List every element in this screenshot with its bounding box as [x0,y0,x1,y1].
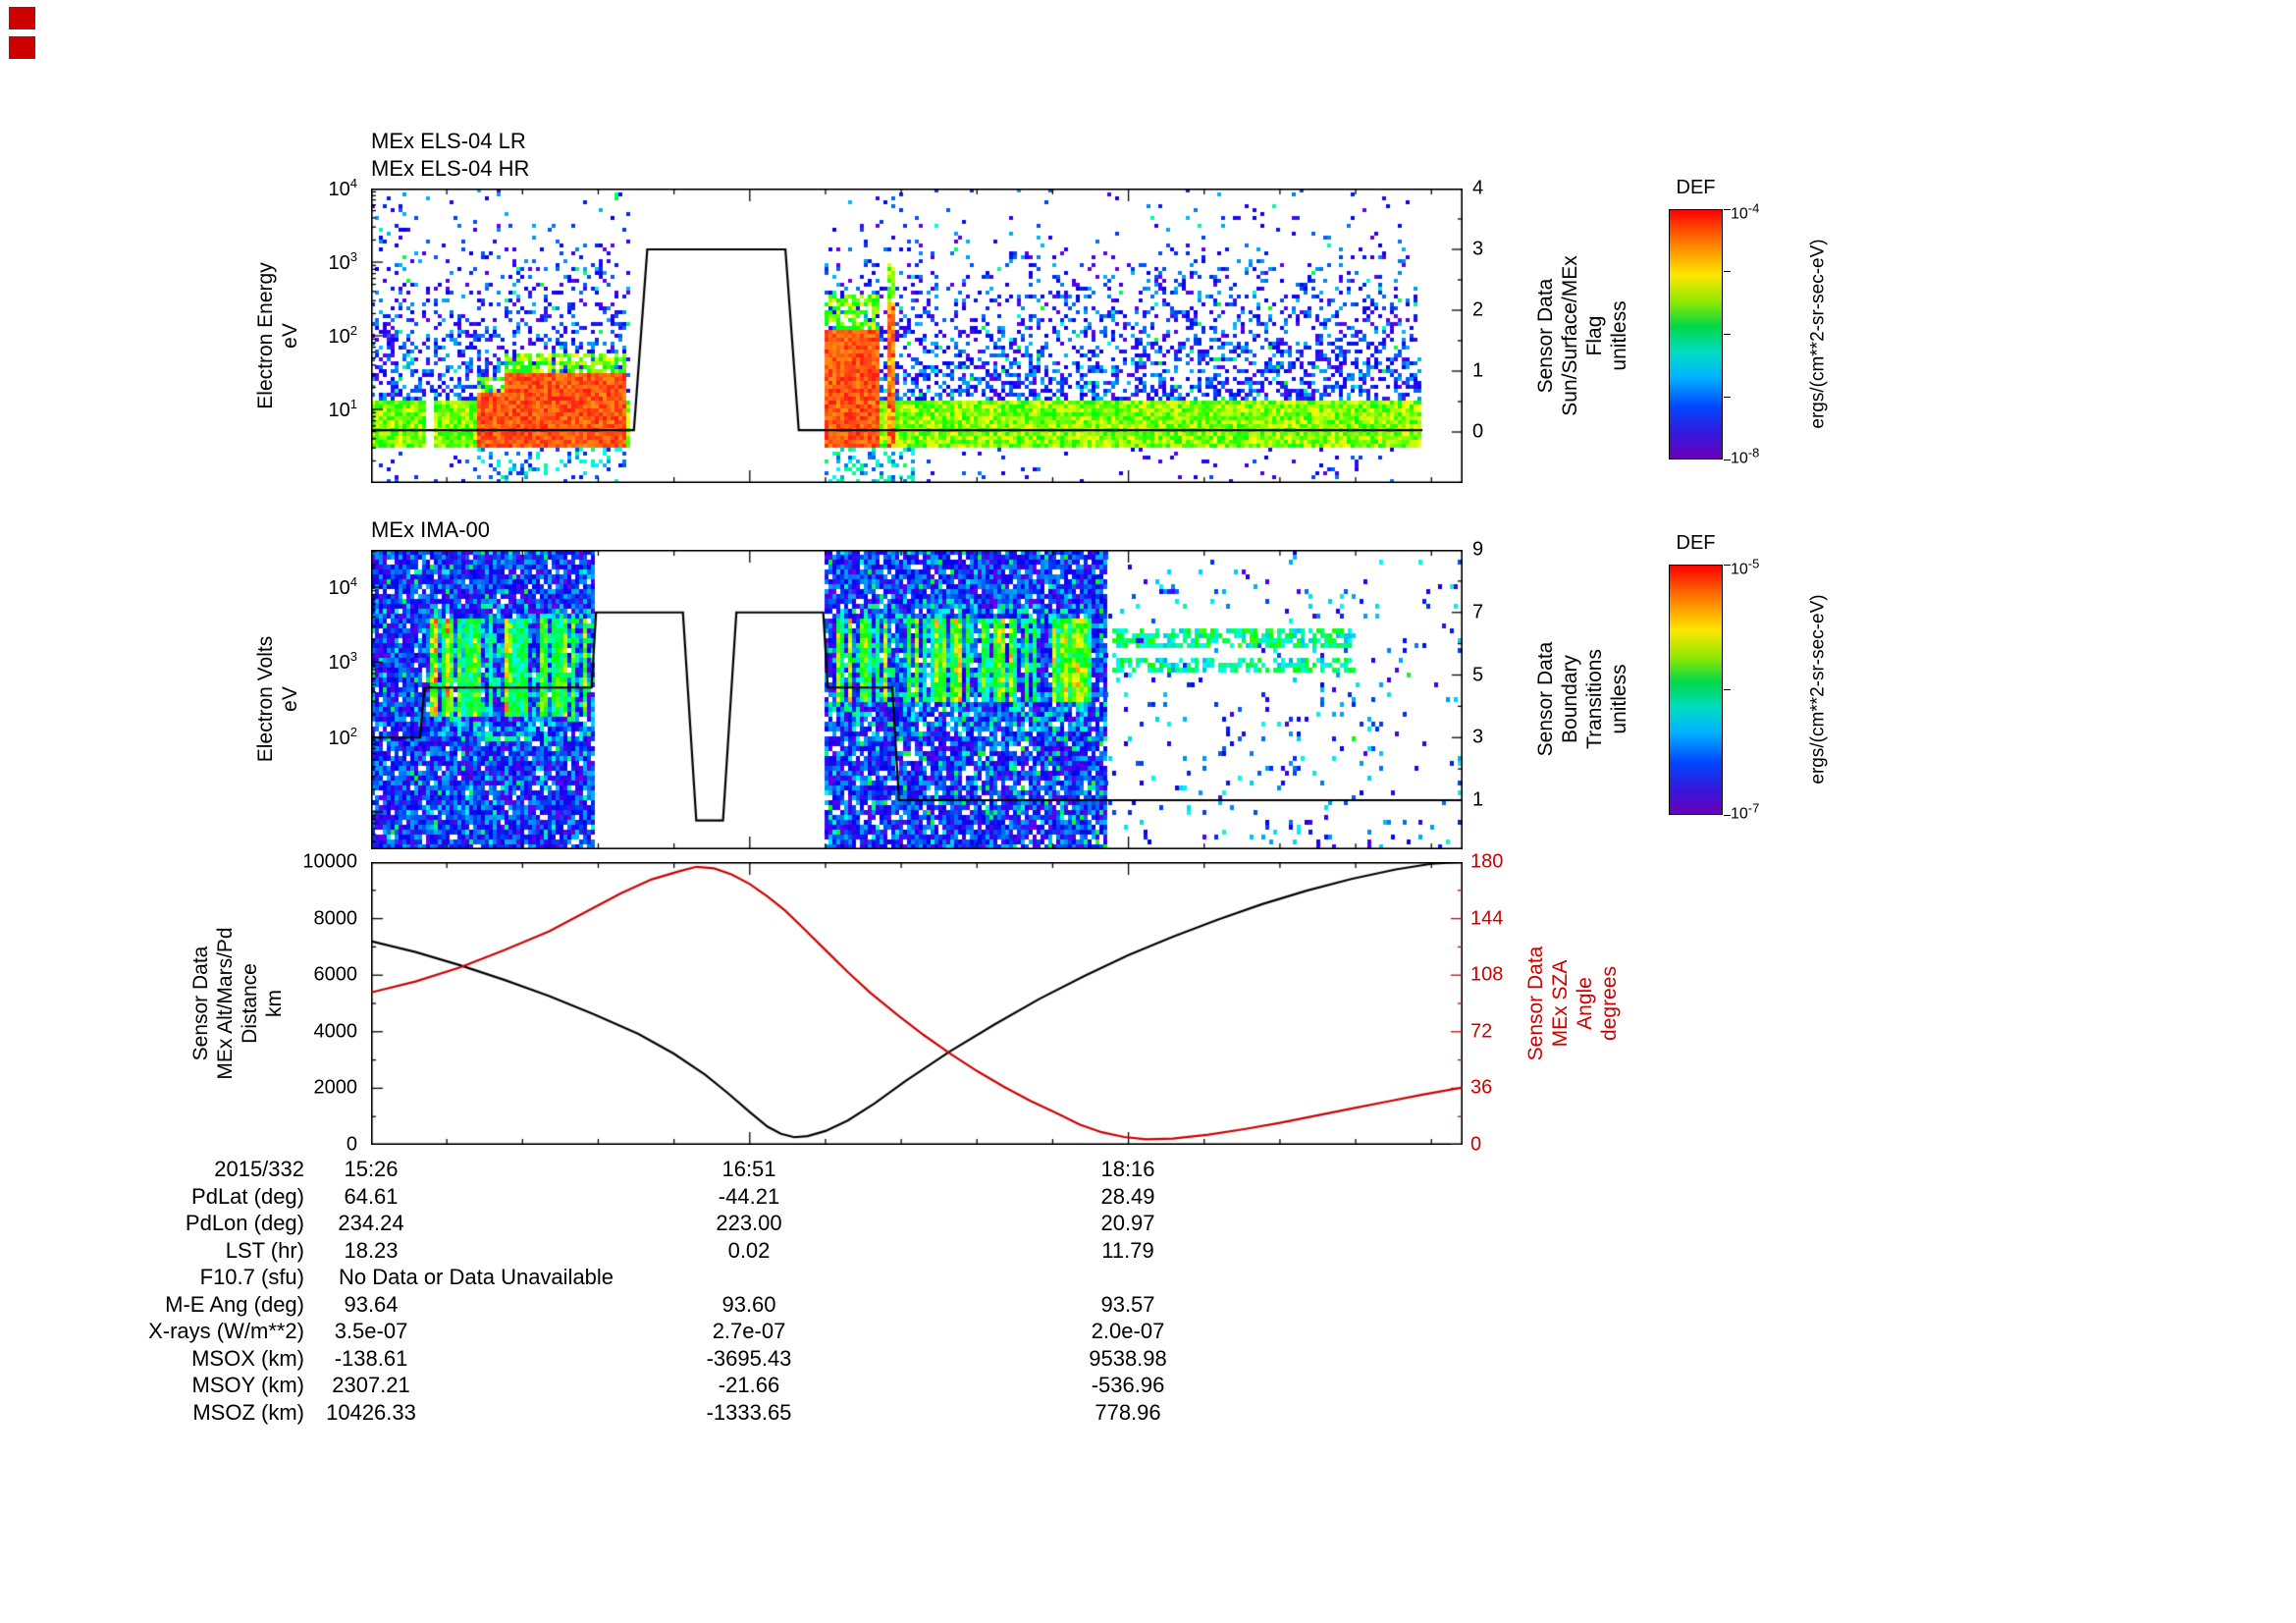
annot-value: 9538.98 [1089,1345,1167,1371]
ima-panel-title: MEx IMA-00 [371,517,491,542]
colorbar-tick-mark [1724,814,1731,816]
annot-value: 93.57 [1100,1291,1155,1317]
alt-ytick-label: 2000 [313,1076,358,1099]
ima-colorbar-units-label: ergs/(cm**2-sr-sec-eV) [1807,594,1829,784]
annot-value: -3695.43 [706,1345,792,1371]
logo-fragment-icon [9,7,35,29]
ima-boundary-axis-label: Sensor Data Boundary Transitions unitles… [1534,641,1630,757]
sza-ytick-label: 180 [1470,850,1504,873]
els-panel-title-hr: MEx ELS-04 HR [371,156,530,181]
alt-ytick-label: 6000 [313,963,358,986]
ima-boundary-tick-label: 3 [1472,726,1484,748]
alt-ytick-label: 0 [346,1133,357,1156]
annot-value: 16:51 [721,1157,776,1181]
colorbar-tick-mark [1724,689,1731,690]
els-ytick-label: 102 [328,323,357,348]
sza-ytick-label: 108 [1470,963,1504,986]
annot-label: PdLat (deg) [191,1183,304,1209]
els-colorbar-title: DEF [1676,177,1716,198]
annot-value: 2.0e-07 [1091,1319,1165,1343]
colorbar-bottom-tick-label: 10-7 [1731,800,1760,823]
els-colorbar [1669,209,1723,460]
annot-value: 3.5e-07 [334,1319,408,1343]
annot-value: -536.96 [1091,1373,1165,1397]
alt-ytick-label: 4000 [313,1020,358,1043]
ima-ytick-label: 102 [328,724,357,749]
annot-label: PdLon (deg) [185,1211,304,1235]
annot-value: 20.97 [1100,1211,1155,1235]
annot-value: 28.49 [1100,1183,1155,1209]
annot-label: 2015/332 [214,1157,304,1181]
annot-value: 93.64 [344,1291,399,1317]
colorbar-tick-mark [1724,271,1731,273]
annot-value: -1333.65 [706,1399,792,1425]
annot-value: 11.79 [1101,1237,1154,1263]
els-panel-title-lr: MEx ELS-04 LR [371,129,526,153]
colorbar-top-tick-label: 10-4 [1731,200,1760,223]
ima-boundary-tick-label: 7 [1472,601,1484,623]
els-ytick-label: 104 [328,176,357,200]
ima-colorbar [1669,565,1723,815]
sza-ytick-label: 144 [1470,907,1504,930]
els-y-axis-label: Electron Energy eV [254,262,301,409]
annot-nodata-text: No Data or Data Unavailable [339,1265,614,1289]
annot-label: X-rays (W/m**2) [148,1319,304,1343]
colorbar-bottom-tick-label: 10-8 [1731,445,1760,467]
sza-ytick-label: 36 [1470,1076,1493,1099]
ima-ytick-label: 104 [328,574,357,599]
annot-label: LST (hr) [225,1237,304,1263]
els-flag-tick-label: 1 [1472,359,1484,382]
annot-value: 10426.33 [326,1399,416,1425]
alt-ytick-label: 10000 [302,850,357,873]
els-ytick-label: 103 [328,249,357,274]
ima-boundary-tick-label: 9 [1472,538,1484,561]
sza-ytick-label: 0 [1470,1133,1482,1156]
annot-value: 18.23 [344,1237,399,1263]
ima-y-axis-label: Electron Volts eV [254,635,301,763]
annot-value: 18:16 [1100,1157,1155,1181]
sza-axis-label: Sensor Data MEx SZA Angle degrees [1524,946,1621,1061]
els-flag-axis-label: Sensor Data Sun/Surface/MEx Flag unitles… [1534,255,1630,416]
ima-spectrogram [371,550,1463,849]
colorbar-tick-mark [1724,334,1731,335]
annot-label: MSOZ (km) [192,1399,304,1425]
ima-ytick-label: 103 [328,649,357,675]
annot-value: 64.61 [344,1183,399,1209]
annot-value: 15:26 [344,1157,399,1181]
ima-boundary-tick-label: 5 [1472,664,1484,685]
els-ytick-label: 101 [328,397,357,421]
els-flag-tick-label: 2 [1472,298,1484,321]
logo-fragment-icon [9,36,35,59]
altitude-axis-label: Sensor Data MEx Alt/Mars/Pd Distance km [189,927,286,1080]
colorbar-tick-mark [1724,564,1731,566]
els-flag-tick-label: 0 [1472,420,1484,443]
annot-label: MSOX (km) [191,1345,304,1371]
annot-label: MSOY (km) [191,1373,304,1397]
annot-label: M-E Ang (deg) [165,1291,304,1317]
alt-ytick-label: 8000 [313,907,358,930]
annot-value: 0.02 [727,1237,771,1263]
ima-colorbar-title: DEF [1676,532,1716,554]
annot-value: 234.24 [338,1211,404,1235]
annot-value: -138.61 [334,1345,408,1371]
els-flag-tick-label: 3 [1472,238,1484,260]
annot-value: 223.00 [716,1211,782,1235]
annot-value: -21.66 [718,1373,780,1397]
annot-value: 2.7e-07 [712,1319,786,1343]
ima-boundary-tick-label: 1 [1472,788,1484,811]
annot-value: -44.21 [718,1183,780,1209]
els-flag-tick-label: 4 [1472,177,1484,199]
annot-value: 2307.21 [332,1373,410,1397]
colorbar-tick-mark [1724,208,1731,210]
annot-label: F10.7 (sfu) [199,1265,304,1289]
annot-value: 93.60 [721,1291,776,1317]
altitude-sza-line-chart [371,862,1463,1145]
els-spectrogram [371,189,1463,483]
els-colorbar-units-label: ergs/(cm**2-sr-sec-eV) [1807,239,1829,429]
sza-ytick-label: 72 [1470,1020,1493,1043]
colorbar-top-tick-label: 10-5 [1731,556,1760,578]
annot-value: 778.96 [1095,1399,1161,1425]
colorbar-tick-mark [1724,396,1731,398]
